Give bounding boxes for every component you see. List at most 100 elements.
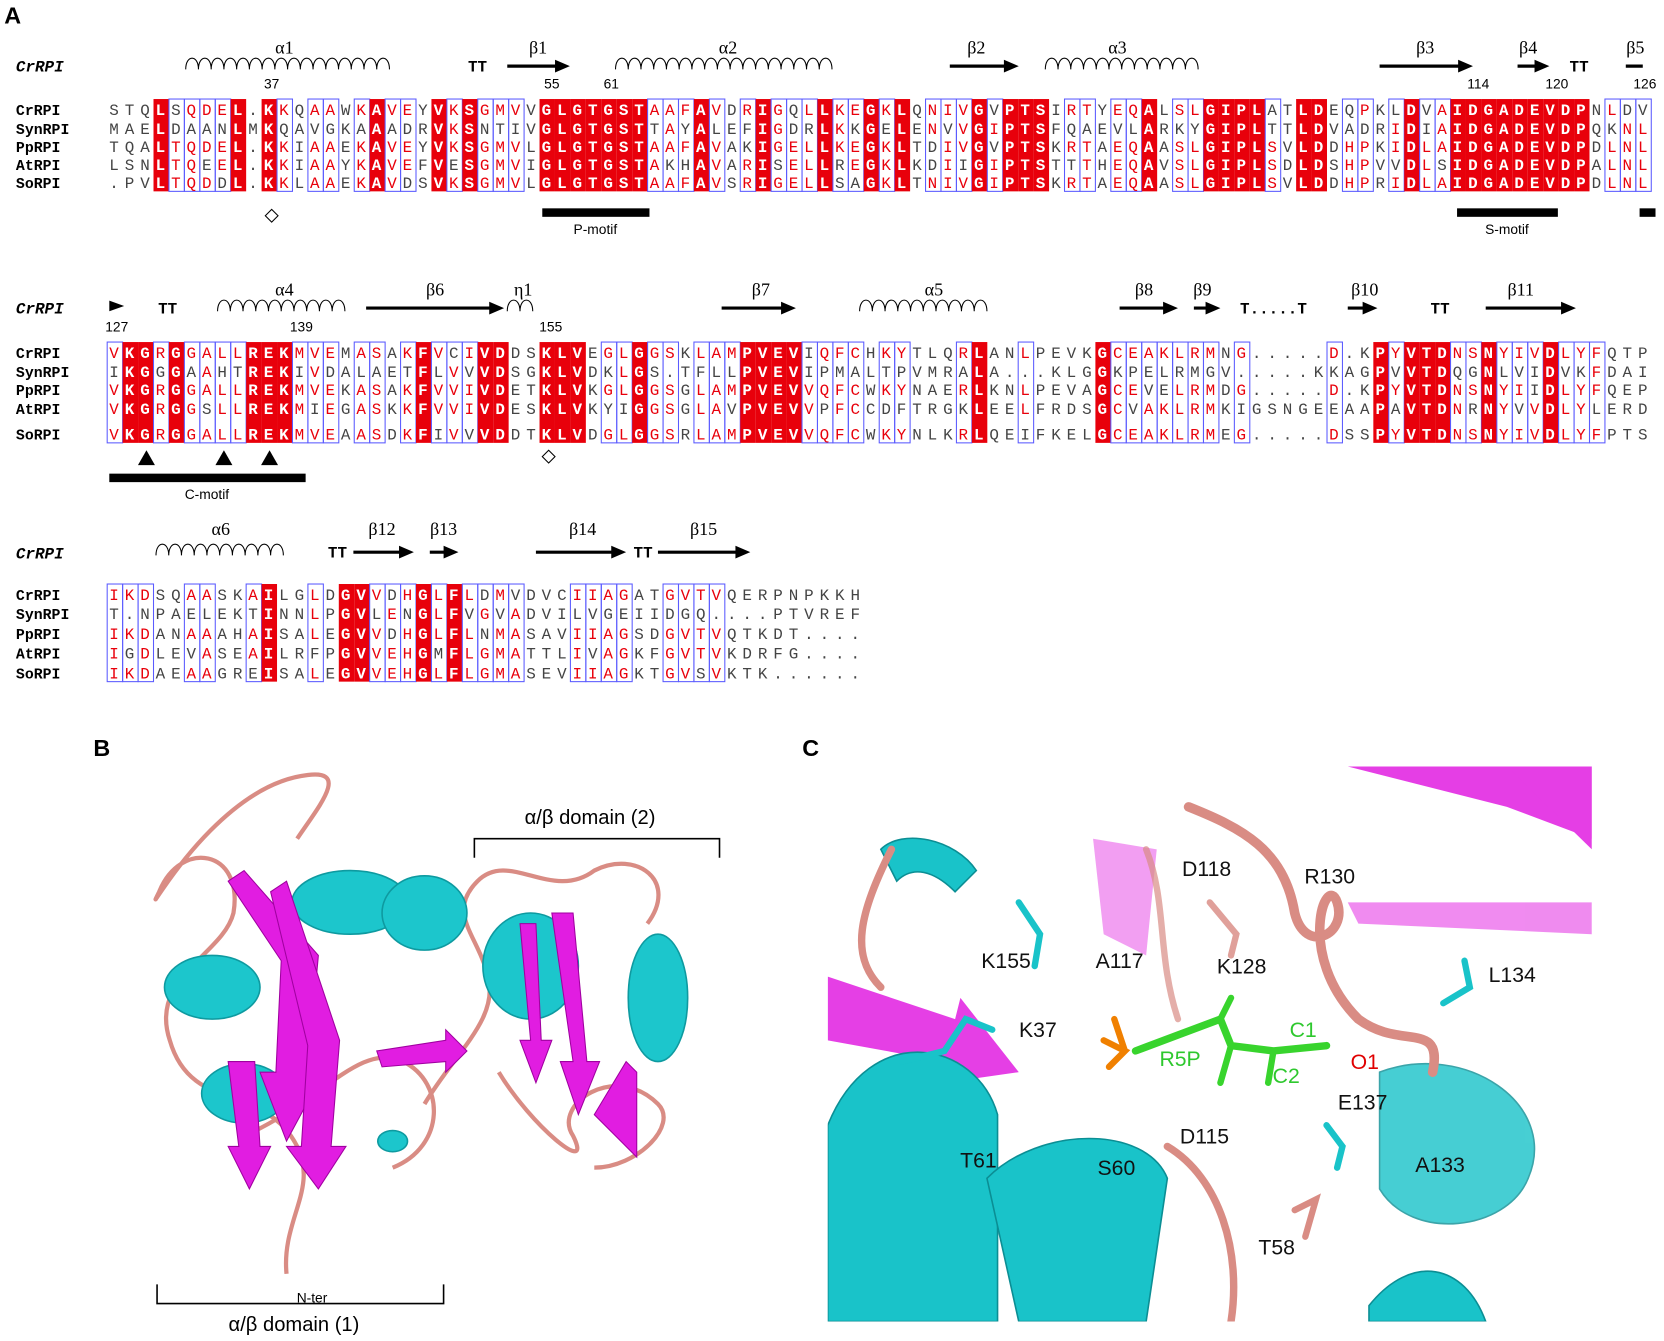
structure-header: CrRPI	[16, 300, 64, 318]
residue-number: 114	[1467, 76, 1489, 91]
helix	[185, 57, 390, 70]
sequence-name: AtRPI	[16, 647, 61, 663]
similarity-box	[322, 98, 340, 192]
identity-box	[817, 99, 833, 192]
identity-box	[431, 99, 447, 192]
helix	[614, 57, 833, 70]
structure-label: β8	[1135, 279, 1153, 299]
helix	[217, 299, 346, 312]
residue-number: 61	[604, 76, 619, 91]
sequence-name: PpRPI	[16, 141, 61, 157]
turn-label: TT	[328, 544, 348, 562]
sequence-name: SoRPI	[16, 667, 61, 683]
sequence-name: AtRPI	[16, 403, 61, 419]
residue-label: D118	[1182, 858, 1231, 881]
turn-label: TT	[634, 544, 654, 562]
identity-box	[755, 342, 772, 443]
identity-box	[261, 99, 278, 192]
identity-box	[693, 99, 710, 192]
strand-head	[1534, 59, 1550, 73]
identity-box	[971, 342, 988, 443]
residue-label: K155	[981, 950, 1031, 973]
similarity-box	[677, 98, 695, 192]
identity-box	[1373, 342, 1389, 443]
similarity-box	[1202, 341, 1220, 444]
strand-head	[109, 300, 125, 312]
helix	[1044, 57, 1199, 70]
annotation: N-ter	[297, 1290, 328, 1305]
identity-box	[539, 342, 555, 443]
strand-head	[735, 545, 751, 559]
triangle	[137, 450, 155, 466]
similarity-box	[847, 341, 865, 444]
motif-bar	[109, 473, 306, 483]
structure-label: α3	[1108, 37, 1126, 57]
identity-box	[771, 342, 787, 443]
identity-box	[632, 99, 648, 192]
sequence: IGDLEVASEAILRFPGVVEHGMFLGMATTLIVAGKFGVTV…	[109, 645, 866, 663]
residue-label: S60	[1098, 1157, 1136, 1180]
structure-label: α6	[212, 519, 230, 539]
identity-box	[477, 342, 494, 443]
diamond	[541, 449, 556, 464]
identity-box	[369, 99, 386, 192]
residue-label: R130	[1304, 865, 1355, 888]
similarity-box	[245, 583, 263, 683]
sequence-name: AtRPI	[16, 159, 61, 175]
residue-label: C1	[1290, 1019, 1317, 1042]
similarity-box	[322, 341, 340, 444]
sequence-name: CrRPI	[16, 589, 61, 605]
annotation: α/β domain (1)	[229, 1314, 360, 1336]
structure-label: β1	[529, 37, 547, 57]
similarity-box	[400, 98, 417, 192]
panel-label: A	[4, 3, 21, 29]
identity-box	[1296, 99, 1312, 192]
strand-head	[611, 545, 627, 559]
identity-box	[786, 342, 803, 443]
diamond	[264, 208, 279, 223]
turn-label: TT	[1570, 58, 1590, 76]
identity-box	[1141, 99, 1158, 192]
annotation: α/β domain (2)	[525, 807, 656, 829]
similarity-box	[430, 583, 448, 683]
strand-head	[1163, 301, 1178, 315]
identity-box	[894, 99, 911, 192]
similarity-box	[137, 583, 155, 683]
identity-box	[1543, 342, 1559, 443]
sequence-name: PpRPI	[16, 384, 61, 400]
identity-box	[539, 99, 555, 192]
strand-head	[555, 59, 570, 73]
identity-box	[1419, 342, 1436, 443]
sequence-name: SynRPI	[16, 366, 69, 382]
similarity-box	[369, 341, 386, 444]
turn-label: TT	[158, 300, 178, 318]
residue-label: T61	[960, 1150, 997, 1173]
structure-label: β2	[967, 37, 985, 57]
residue-label: O1	[1351, 1051, 1379, 1074]
strand-head	[1561, 301, 1576, 315]
identity-box	[122, 342, 139, 443]
identity-box	[416, 584, 432, 682]
residue-label: T58	[1258, 1237, 1295, 1260]
similarity-box	[1017, 341, 1035, 444]
identity-box	[416, 342, 432, 443]
strand-head	[781, 301, 796, 315]
strand-head	[443, 545, 459, 559]
motif-bar	[1457, 208, 1558, 217]
identity-box	[153, 99, 169, 192]
identity-box	[230, 99, 247, 192]
residue-label: A133	[1415, 1154, 1465, 1177]
identity-box	[1249, 99, 1266, 192]
sequence-name: CrRPI	[16, 347, 61, 363]
panel-label: B	[93, 735, 110, 761]
structure-label: β14	[569, 519, 596, 539]
strand-head	[1458, 59, 1473, 73]
sequence: .PVLTQDDL.KKLAAEKAVDSVKSGMVLGLGTGSTAAFAV…	[109, 175, 1653, 193]
motif-bar	[1639, 208, 1656, 217]
identity-box	[1404, 342, 1420, 443]
panel-a: A CrRPI α1 TT β1 α2 β2 α3 β3 β4 TT β5 37 55 61 114 120 12…	[4, 3, 1656, 684]
identity-box	[1234, 99, 1250, 192]
identity-box	[1033, 99, 1050, 192]
identity-box	[1512, 99, 1528, 192]
